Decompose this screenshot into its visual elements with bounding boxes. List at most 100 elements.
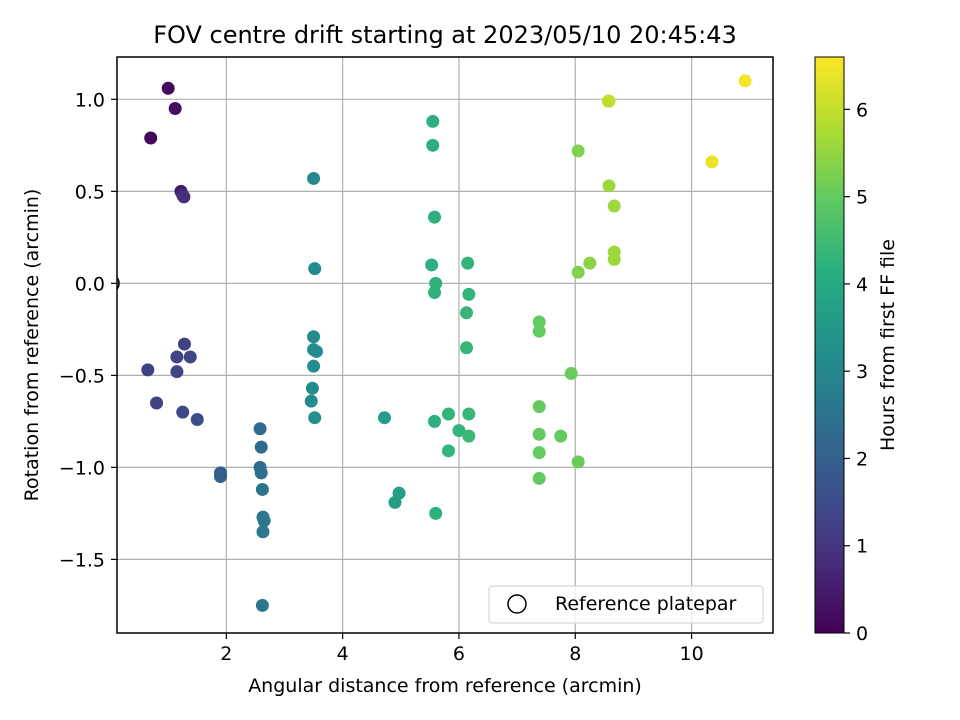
scatter-point — [602, 94, 616, 108]
colorbar-gradient — [814, 56, 845, 634]
scatter-point — [426, 114, 440, 128]
legend-box — [488, 585, 764, 624]
chart-title: FOV centre drift starting at 2023/05/10 … — [153, 21, 737, 49]
scatter-point — [738, 74, 752, 88]
legend-marker-icon — [507, 594, 527, 614]
scatter-point — [429, 506, 443, 520]
x-tick-label: 10 — [679, 643, 703, 665]
y-tick-label: 0.5 — [75, 181, 105, 203]
plot-area-frame — [116, 56, 774, 634]
scatter-point — [532, 471, 546, 485]
scatter-point — [571, 144, 585, 158]
scatter-point — [176, 405, 190, 419]
scatter-point — [428, 286, 442, 300]
scatter-point — [255, 482, 269, 496]
scatter-point — [705, 155, 719, 169]
scatter-point — [532, 400, 546, 414]
scatter-point — [161, 81, 175, 95]
scatter-point — [378, 411, 392, 425]
scatter-point — [532, 427, 546, 441]
y-tick-label: −1.5 — [59, 549, 105, 571]
colorbar-tick-label: 4 — [856, 274, 868, 296]
scatter-point — [460, 306, 474, 320]
colorbar-tick-label: 1 — [856, 536, 868, 558]
scatter-point — [441, 407, 455, 421]
colorbar-tick-label: 0 — [856, 623, 868, 645]
scatter-point — [564, 367, 578, 381]
scatter-point — [462, 407, 476, 421]
scatter-point — [168, 102, 182, 116]
scatter-point — [571, 265, 585, 279]
colorbar-label: Hours from first FF file — [877, 239, 899, 451]
scatter-point — [441, 444, 455, 458]
scatter-point — [532, 446, 546, 460]
scatter-point — [305, 381, 319, 395]
scatter-point — [426, 138, 440, 152]
scatter-point — [308, 262, 322, 276]
x-tick-label: 6 — [453, 643, 465, 665]
colorbar: 0 1 2 3 4 5 6 Hours from first FF file — [814, 56, 899, 645]
scatter-point — [150, 396, 164, 410]
x-tick-label: 4 — [337, 643, 349, 665]
scatter-point — [214, 470, 228, 484]
scatter-point — [607, 199, 621, 213]
scatter-point — [183, 350, 197, 364]
scatter-point — [170, 350, 184, 364]
scatter-point — [307, 171, 321, 185]
legend-label: Reference platepar — [555, 593, 737, 615]
y-tick-label: 0.0 — [75, 273, 105, 295]
scatter-point — [452, 424, 466, 438]
y-axis-label: Rotation from reference (arcmin) — [21, 189, 43, 502]
colorbar-tick-label: 5 — [856, 187, 868, 209]
y-axis-ticks: −1.5 −1.0 −0.5 0.0 0.5 1.0 — [59, 89, 117, 571]
colorbar-tick-label: 2 — [856, 448, 868, 470]
legend: Reference platepar — [488, 585, 764, 624]
scatter-point — [141, 363, 155, 377]
scatter-point — [462, 429, 476, 443]
y-tick-label: −1.0 — [59, 457, 105, 479]
x-tick-label: 8 — [569, 643, 581, 665]
scatter-point — [388, 495, 402, 509]
colorbar-ticks: 0 1 2 3 4 5 6 — [844, 99, 868, 645]
scatter-point — [190, 413, 204, 427]
scatter-point — [554, 429, 568, 443]
colorbar-tick-label: 6 — [856, 99, 868, 121]
scatter-point — [254, 440, 268, 454]
scatter-point — [254, 466, 268, 480]
scatter-point — [257, 514, 271, 528]
scatter-point — [309, 344, 323, 358]
scatter-point — [532, 315, 546, 329]
scatter-point — [307, 330, 321, 344]
scatter-point — [144, 131, 158, 145]
scatter-point — [304, 394, 318, 408]
grid — [117, 57, 773, 633]
scatter-point — [256, 525, 270, 539]
y-tick-label: 1.0 — [75, 89, 105, 111]
scatter-point — [253, 422, 267, 436]
scatter-point — [308, 411, 322, 425]
reference-platepar-marker — [117, 276, 120, 291]
scatter-point — [177, 190, 191, 204]
scatter-point — [428, 414, 442, 428]
x-tick-label: 2 — [220, 643, 232, 665]
scatter-point — [255, 598, 269, 612]
scatter-point — [170, 365, 184, 379]
x-axis-ticks: 2 4 6 8 10 — [220, 633, 704, 665]
scatter-point — [461, 256, 475, 270]
scatter-point — [602, 179, 616, 193]
x-axis-label: Angular distance from reference (arcmin) — [248, 675, 642, 697]
scatter-point — [607, 252, 621, 266]
scatter-point — [571, 455, 585, 469]
scatter-point — [462, 287, 476, 301]
colorbar-tick-label: 3 — [856, 361, 868, 383]
scatter-point — [177, 337, 191, 351]
scatter-point — [307, 359, 321, 373]
scatter-point — [428, 210, 442, 224]
y-tick-label: −0.5 — [59, 365, 105, 387]
data-points — [117, 74, 752, 612]
scatter-point — [583, 256, 597, 270]
scatter-point — [532, 324, 546, 338]
scatter-point — [460, 341, 474, 355]
scatter-point — [425, 258, 439, 272]
